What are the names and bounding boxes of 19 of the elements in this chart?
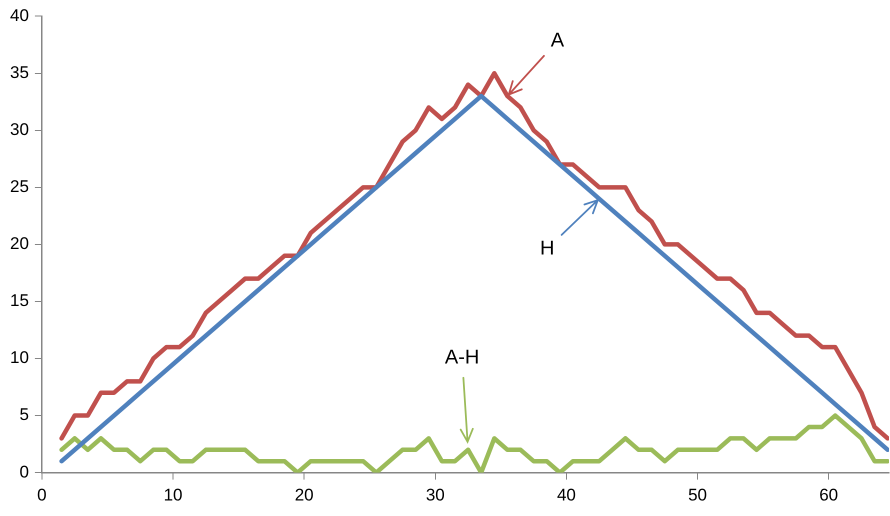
x-tick-label: 10 [164,485,182,504]
y-tick-label: 40 [10,6,29,25]
annotation: H [540,237,554,260]
y-tick-label: 0 [19,462,29,482]
annotation: A-H [444,346,480,368]
y-tick-label: 10 [10,348,29,368]
annotation: A [550,30,565,52]
y-tick-label: 30 [10,120,29,139]
y-tick-label: 25 [10,177,29,196]
y-tick-label: 35 [10,62,29,82]
x-tick-label: 50 [688,485,708,504]
x-tick-label: 30 [426,485,445,504]
x-tick-label: 60 [819,485,838,504]
x-tick-label: 20 [294,485,314,504]
y-tick-label: 20 [10,234,29,254]
x-tick-label: 40 [556,485,576,504]
y-tick-label: 5 [19,405,29,424]
x-tick-label: 0 [37,485,47,504]
y-tick-label: 15 [10,291,29,310]
